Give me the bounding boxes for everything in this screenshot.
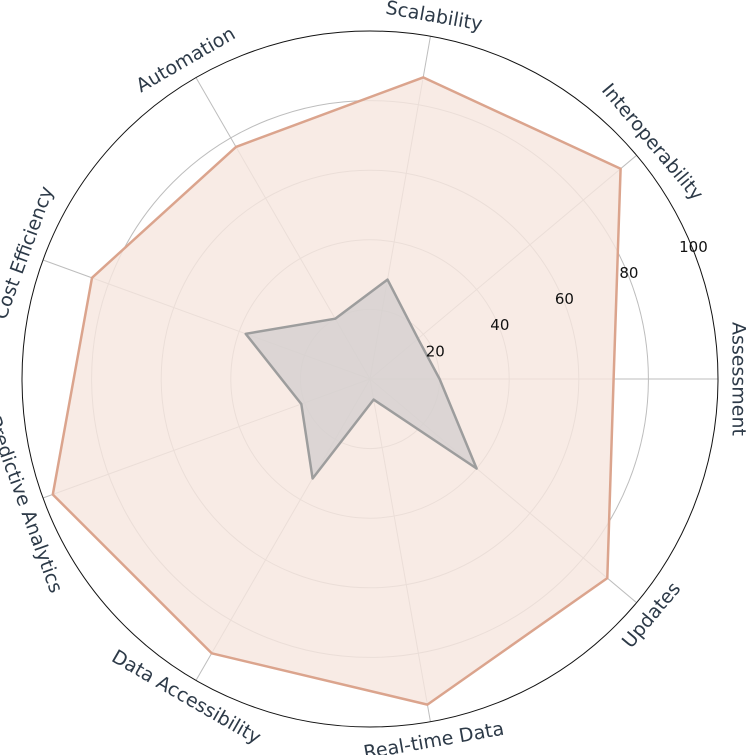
r-tick-label: 60: [555, 290, 574, 308]
category-label: Updates: [618, 578, 685, 652]
r-tick-label: 40: [490, 316, 509, 334]
series-layer: [51, 76, 622, 706]
r-tick-label: 100: [679, 238, 708, 256]
category-label: Automation: [132, 23, 239, 97]
category-label: Cost Efficiency: [0, 183, 58, 322]
category-label: Assessment: [728, 322, 749, 436]
radial-tick-labels: 20 40 60 80 100: [426, 238, 708, 360]
outer-ring-circle: [21, 30, 719, 728]
r-tick-label: 80: [619, 264, 638, 282]
category-label: Predictive Analytics: [0, 414, 67, 596]
category-label: Scalability: [384, 0, 484, 35]
outer-ring: [21, 30, 719, 728]
category-label: Real-time Data: [362, 718, 506, 755]
r-tick-label: 20: [426, 342, 445, 360]
series-2-area: [244, 278, 478, 480]
